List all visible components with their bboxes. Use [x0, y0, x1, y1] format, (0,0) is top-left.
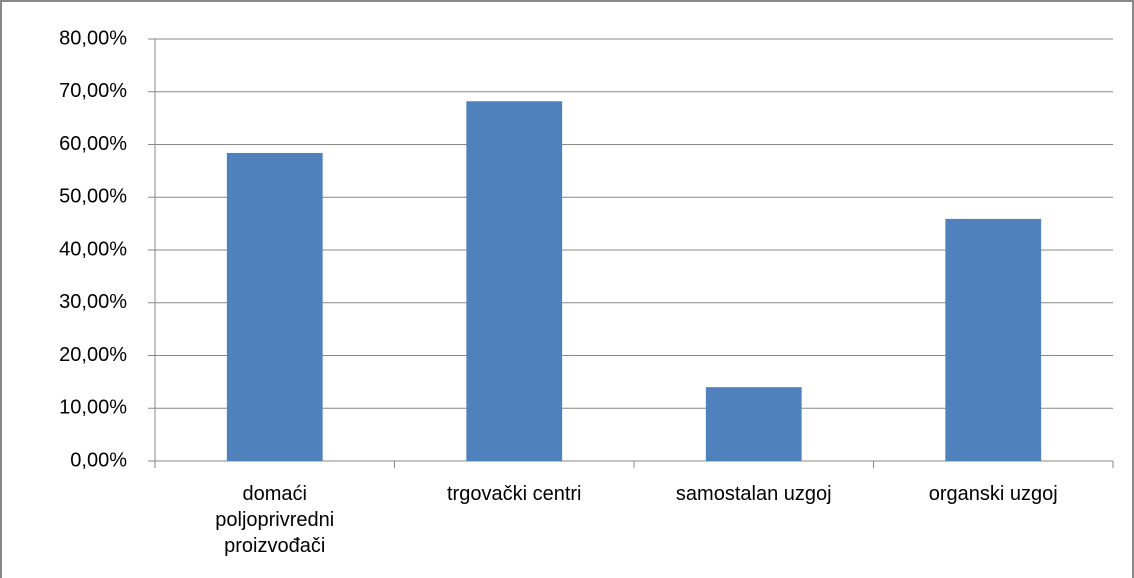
y-tick-label: 30,00%	[59, 291, 127, 313]
y-tick-label: 80,00%	[59, 27, 127, 49]
y-tick-label: 10,00%	[59, 397, 127, 419]
y-tick-label: 60,00%	[59, 133, 127, 155]
y-tick-label: 40,00%	[59, 238, 127, 260]
y-tick-label: 50,00%	[59, 186, 127, 208]
x-tick-label: organski uzgoj	[928, 483, 1058, 505]
bar	[226, 152, 323, 461]
bar	[705, 387, 802, 461]
y-tick-label: 20,00%	[59, 344, 127, 366]
y-tick-label: 70,00%	[59, 80, 127, 102]
x-tick-label: trgovački centri	[447, 483, 582, 505]
bar	[945, 218, 1042, 461]
y-tick-label: 0,00%	[70, 449, 127, 471]
x-tick-label: domaći poljoprivredni proizvođači	[215, 483, 335, 557]
bar	[466, 101, 563, 462]
x-tick-label: samostalan uzgoj	[675, 483, 832, 505]
